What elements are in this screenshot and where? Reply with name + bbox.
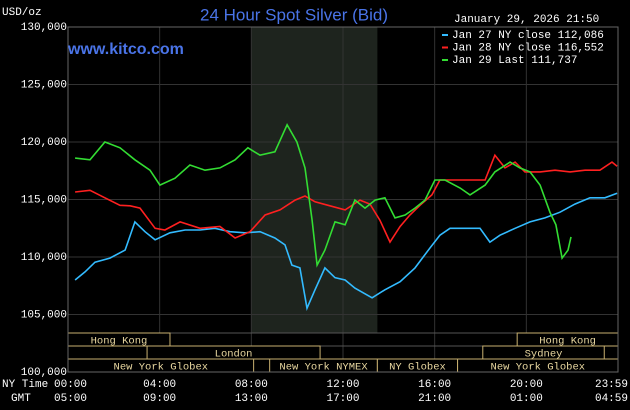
x2-tick-label: 21:00: [418, 393, 451, 405]
session-label: NY Globex: [389, 361, 446, 373]
chart-title: 24 Hour Spot Silver (Bid): [200, 5, 388, 24]
y-axis-label: USD/oz: [2, 7, 42, 19]
legend-label: Jan 29 Last 111,737: [452, 55, 577, 67]
session-label: London: [215, 348, 253, 360]
session-label: New York Globex: [114, 361, 209, 373]
x2-tick-label: 09:00: [143, 393, 176, 405]
legend-label: Jan 27 NY close 112,086: [452, 30, 604, 42]
y-tick-label: 100,000: [21, 367, 67, 379]
x2-tick-label: 17:00: [326, 393, 359, 405]
watermark: www.kitco.com: [67, 41, 184, 58]
y-tick-label: 105,000: [21, 309, 67, 321]
legend-label: Jan 28 NY close 116,552: [452, 42, 604, 54]
session-label: New York NYMEX: [279, 361, 368, 373]
series-line: [75, 123, 572, 268]
plot-frame: [67, 26, 619, 373]
y-tick-label: 130,000: [21, 22, 67, 34]
x2-tick-label: 04:59: [595, 393, 628, 405]
x-tick-label: 04:00: [143, 379, 176, 391]
x2-axis-label: GMT: [11, 393, 31, 405]
chart-subtitle: January 29, 2026 21:50: [454, 14, 599, 26]
session-label: New York Globex: [491, 361, 586, 373]
x-tick-label: 16:00: [418, 379, 451, 391]
session-label: Hong Kong: [91, 335, 148, 347]
x2-tick-label: 05:00: [54, 393, 87, 405]
x-tick-label: 20:00: [510, 379, 543, 391]
session-label: Hong Kong: [539, 335, 596, 347]
y-tick-label: 110,000: [21, 252, 67, 264]
x2-tick-label: 13:00: [235, 393, 268, 405]
x2-tick-label: 01:00: [510, 393, 543, 405]
x-axis-label: NY Time: [2, 379, 48, 391]
x-tick-label: 12:00: [326, 379, 359, 391]
y-tick-label: 120,000: [21, 137, 67, 149]
y-tick-label: 125,000: [21, 79, 67, 91]
x-tick-label: 00:00: [54, 379, 87, 391]
x-tick-label: 23:59: [595, 379, 628, 391]
highlight-region: [251, 27, 378, 333]
x-tick-label: 08:00: [235, 379, 268, 391]
session-label: Sydney: [525, 348, 563, 360]
y-tick-label: 115,000: [21, 194, 67, 206]
series-line: [74, 192, 618, 311]
